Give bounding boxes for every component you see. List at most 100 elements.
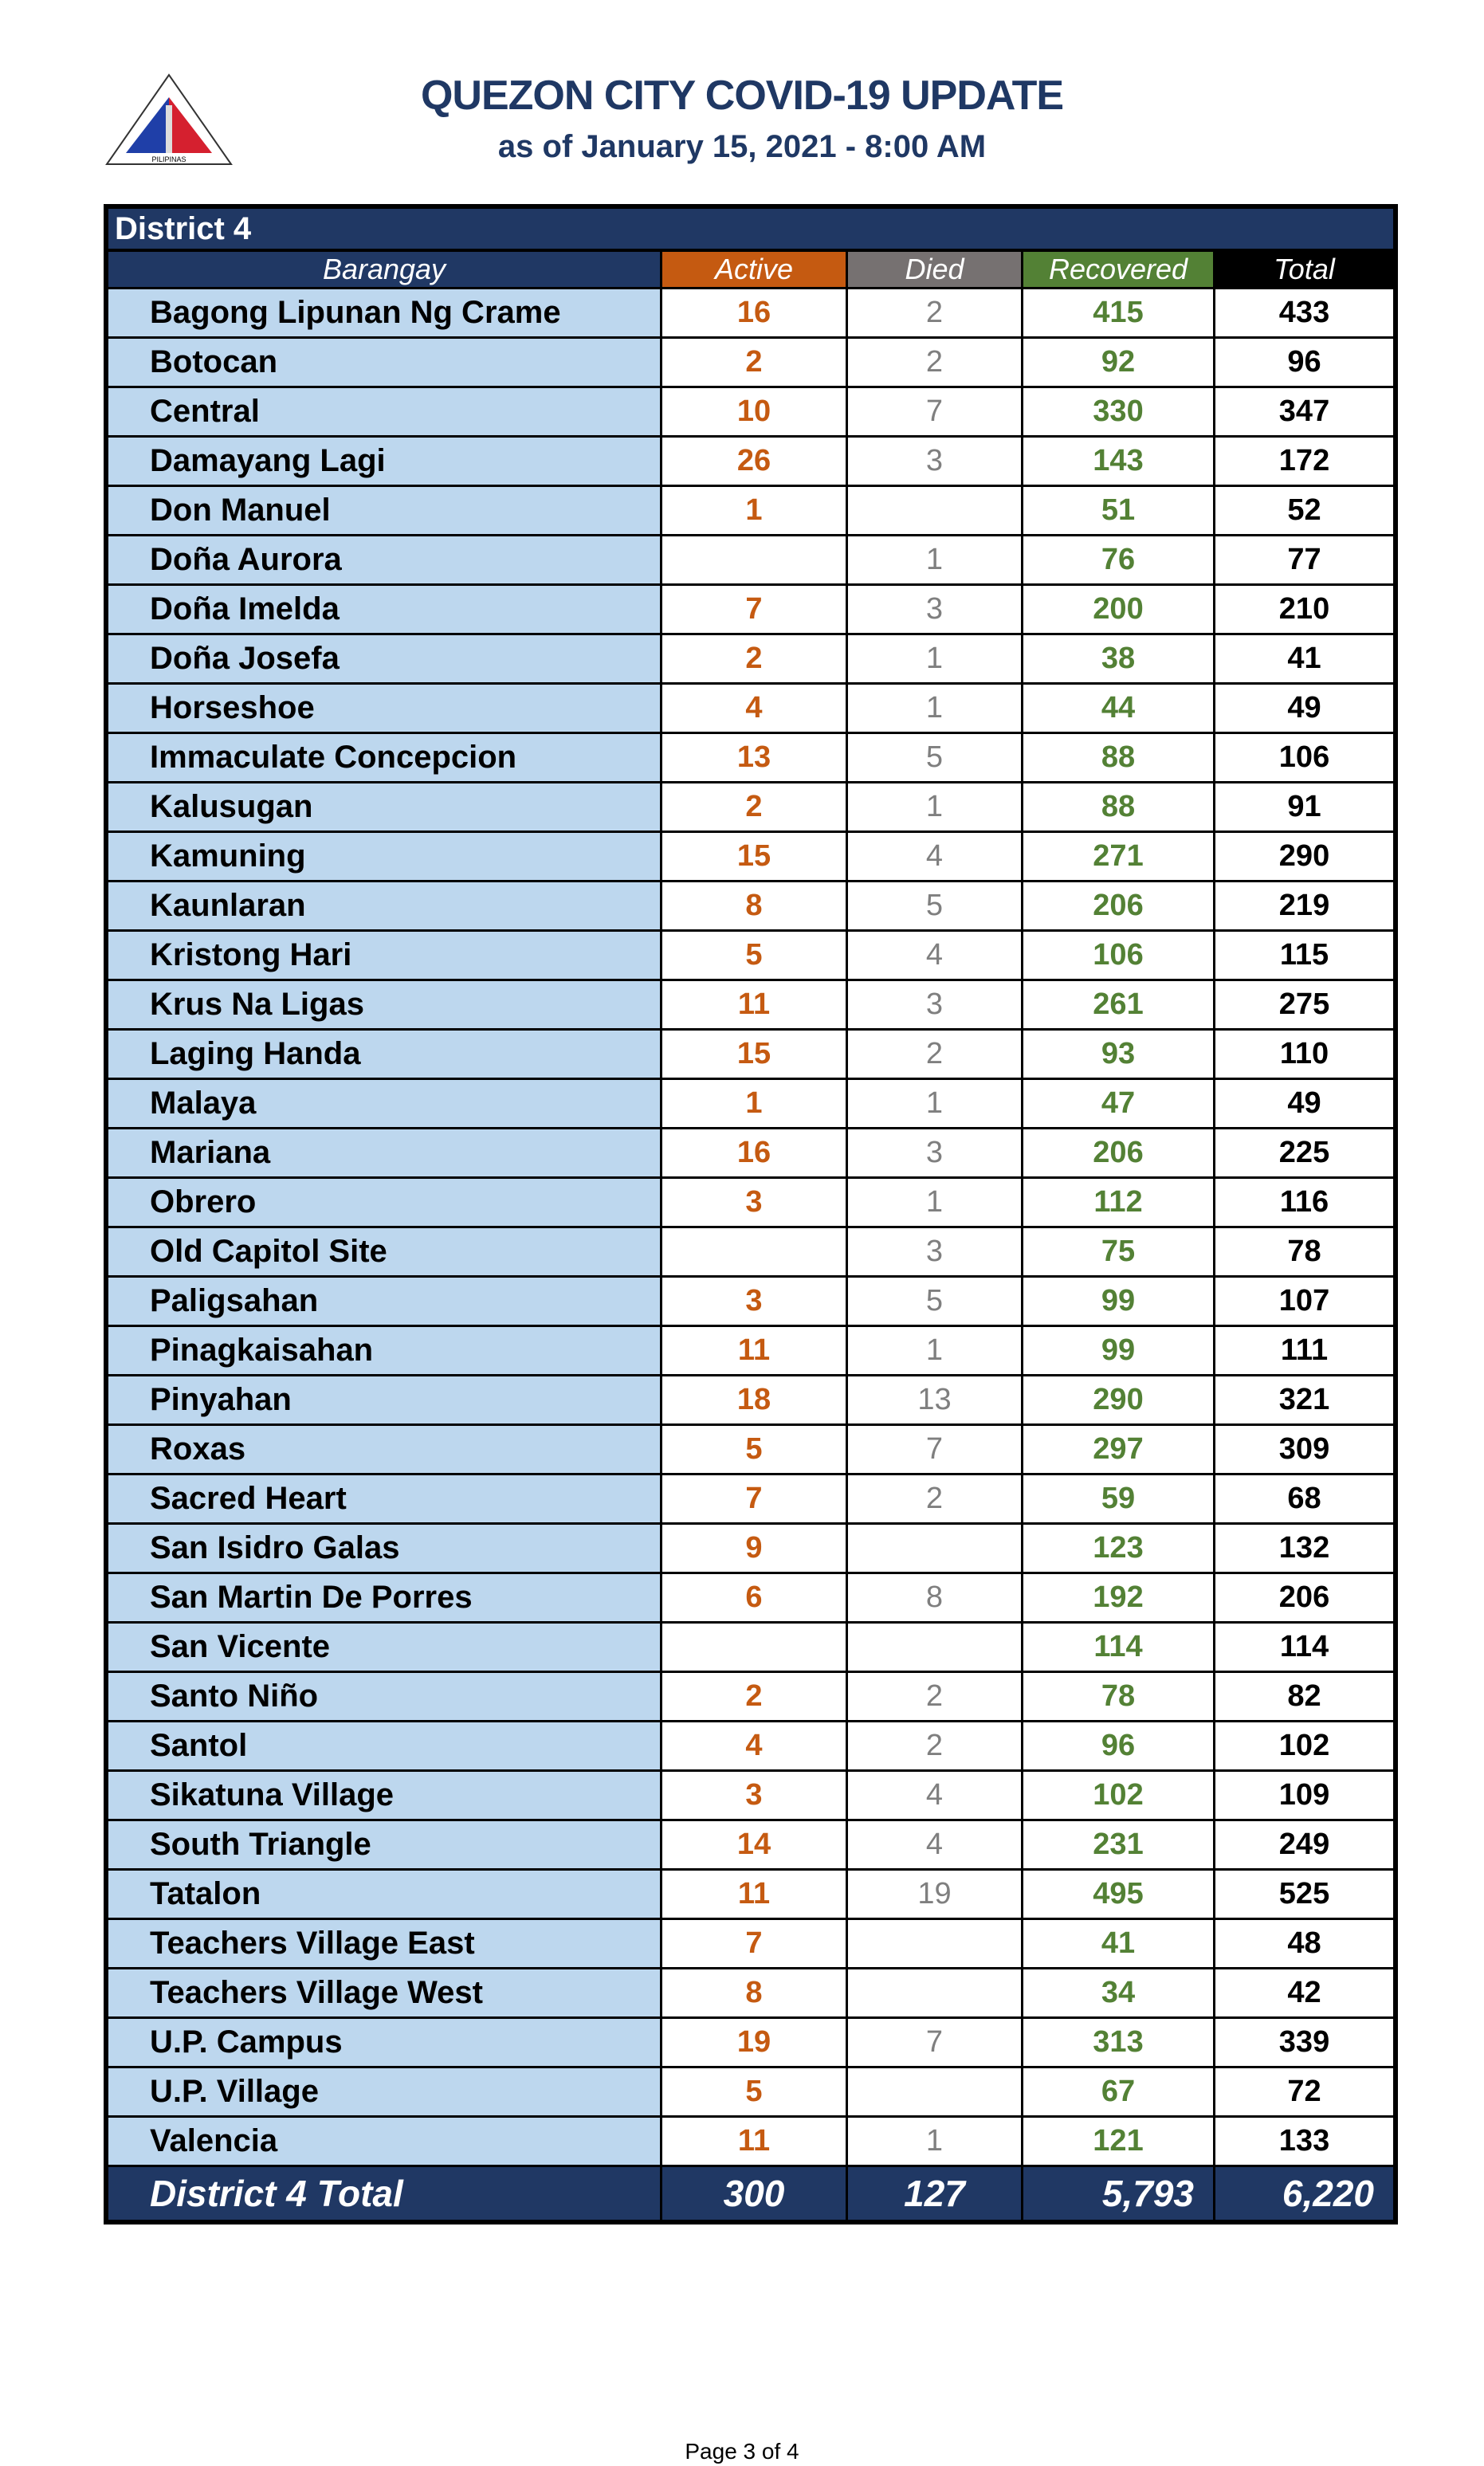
- cell-total: 210: [1215, 586, 1393, 633]
- cell-died: 2: [848, 1475, 1021, 1522]
- cell-total: 114: [1215, 1624, 1393, 1671]
- cell-barangay: Doña Aurora: [108, 536, 660, 583]
- table-row: Pinagkaisahan 11 1 99 111: [108, 1327, 1393, 1374]
- cell-total: 49: [1215, 1080, 1393, 1127]
- cell-active: [662, 1228, 846, 1275]
- cell-total: 102: [1215, 1722, 1393, 1769]
- table-row: Malaya 1 1 47 49: [108, 1080, 1393, 1127]
- cell-died: 13: [848, 1376, 1021, 1423]
- cell-total: 249: [1215, 1821, 1393, 1868]
- cell-active: 15: [662, 833, 846, 880]
- cell-total: 225: [1215, 1129, 1393, 1176]
- cell-total: 275: [1215, 981, 1393, 1028]
- cell-recovered: 114: [1023, 1624, 1213, 1671]
- cell-died: 4: [848, 833, 1021, 880]
- cell-active: 3: [662, 1278, 846, 1325]
- cell-died: 19: [848, 1871, 1021, 1918]
- cell-died: 1: [848, 635, 1021, 682]
- cell-recovered: 200: [1023, 586, 1213, 633]
- cell-barangay: Bagong Lipunan Ng Crame: [108, 289, 660, 336]
- column-header-recovered: Recovered: [1023, 252, 1213, 287]
- table-row: Doña Josefa 2 1 38 41: [108, 635, 1393, 682]
- cell-recovered: 92: [1023, 339, 1213, 386]
- cell-died: 3: [848, 1228, 1021, 1275]
- cell-recovered: 102: [1023, 1772, 1213, 1819]
- cell-barangay: Kaunlaran: [108, 882, 660, 929]
- cell-barangay: Immaculate Concepcion: [108, 734, 660, 781]
- cell-died: 5: [848, 1278, 1021, 1325]
- cell-died: 4: [848, 1772, 1021, 1819]
- cell-active: 1: [662, 1080, 846, 1127]
- cell-total: 48: [1215, 1920, 1393, 1967]
- cell-active: 2: [662, 635, 846, 682]
- cell-total: 116: [1215, 1179, 1393, 1226]
- cell-total: 91: [1215, 783, 1393, 831]
- cell-died: [848, 1920, 1021, 1967]
- cell-barangay: Botocan: [108, 339, 660, 386]
- cell-recovered: 51: [1023, 487, 1213, 534]
- cell-total: 42: [1215, 1969, 1393, 2016]
- table-row: San Vicente 114 114: [108, 1624, 1393, 1671]
- cell-total: 107: [1215, 1278, 1393, 1325]
- cell-active: 4: [662, 685, 846, 732]
- column-header-row: Barangay Active Died Recovered Total: [108, 252, 1393, 287]
- table-row: Kamuning 15 4 271 290: [108, 833, 1393, 880]
- cell-active: 9: [662, 1525, 846, 1572]
- cell-died: 7: [848, 1426, 1021, 1473]
- cell-barangay: Obrero: [108, 1179, 660, 1226]
- cell-recovered: 313: [1023, 2019, 1213, 2066]
- table-row: Teachers Village West 8 34 42: [108, 1969, 1393, 2016]
- cell-barangay: Horseshoe: [108, 685, 660, 732]
- cell-active: 2: [662, 1673, 846, 1720]
- cell-barangay: Teachers Village West: [108, 1969, 660, 2016]
- cell-recovered: 192: [1023, 1574, 1213, 1621]
- total-active: 300: [662, 2167, 846, 2220]
- cell-barangay: Kamuning: [108, 833, 660, 880]
- table-row: U.P. Campus 19 7 313 339: [108, 2019, 1393, 2066]
- cell-recovered: 75: [1023, 1228, 1213, 1275]
- table-row: Kalusugan 2 1 88 91: [108, 783, 1393, 831]
- table-row: Central 10 7 330 347: [108, 388, 1393, 435]
- cell-died: [848, 2068, 1021, 2115]
- cell-died: 1: [848, 685, 1021, 732]
- cell-total: 72: [1215, 2068, 1393, 2115]
- column-header-barangay: Barangay: [108, 252, 660, 287]
- cell-active: 5: [662, 2068, 846, 2115]
- column-header-active: Active: [662, 252, 846, 287]
- cell-died: 5: [848, 734, 1021, 781]
- cell-recovered: 271: [1023, 833, 1213, 880]
- cell-barangay: Doña Josefa: [108, 635, 660, 682]
- cell-active: 8: [662, 1969, 846, 2016]
- cell-barangay: Laging Handa: [108, 1031, 660, 1078]
- cell-recovered: 41: [1023, 1920, 1213, 1967]
- cell-active: 26: [662, 438, 846, 485]
- table-row: Bagong Lipunan Ng Crame 16 2 415 433: [108, 289, 1393, 336]
- table-row: Old Capitol Site 3 75 78: [108, 1228, 1393, 1275]
- cell-barangay: Doña Imelda: [108, 586, 660, 633]
- table-row: Botocan 2 2 92 96: [108, 339, 1393, 386]
- cell-recovered: 330: [1023, 388, 1213, 435]
- cell-total: 339: [1215, 2019, 1393, 2066]
- cell-barangay: San Martin De Porres: [108, 1574, 660, 1621]
- cell-barangay: Pinyahan: [108, 1376, 660, 1423]
- cell-active: 13: [662, 734, 846, 781]
- cell-barangay: Santol: [108, 1722, 660, 1769]
- cell-died: 1: [848, 1179, 1021, 1226]
- cell-barangay: Old Capitol Site: [108, 1228, 660, 1275]
- table-row: Sikatuna Village 3 4 102 109: [108, 1772, 1393, 1819]
- total-recovered: 5,793: [1023, 2167, 1213, 2220]
- cell-died: [848, 487, 1021, 534]
- table-row: Laging Handa 15 2 93 110: [108, 1031, 1393, 1078]
- table-row: Roxas 5 7 297 309: [108, 1426, 1393, 1473]
- cell-recovered: 38: [1023, 635, 1213, 682]
- table-row: South Triangle 14 4 231 249: [108, 1821, 1393, 1868]
- cell-active: 18: [662, 1376, 846, 1423]
- table-row: Immaculate Concepcion 13 5 88 106: [108, 734, 1393, 781]
- cell-barangay: Teachers Village East: [108, 1920, 660, 1967]
- table-row: Santo Niño 2 2 78 82: [108, 1673, 1393, 1720]
- cell-barangay: Krus Na Ligas: [108, 981, 660, 1028]
- table-row: Sacred Heart 7 2 59 68: [108, 1475, 1393, 1522]
- cell-died: [848, 1624, 1021, 1671]
- cell-active: 8: [662, 882, 846, 929]
- cell-total: 133: [1215, 2118, 1393, 2165]
